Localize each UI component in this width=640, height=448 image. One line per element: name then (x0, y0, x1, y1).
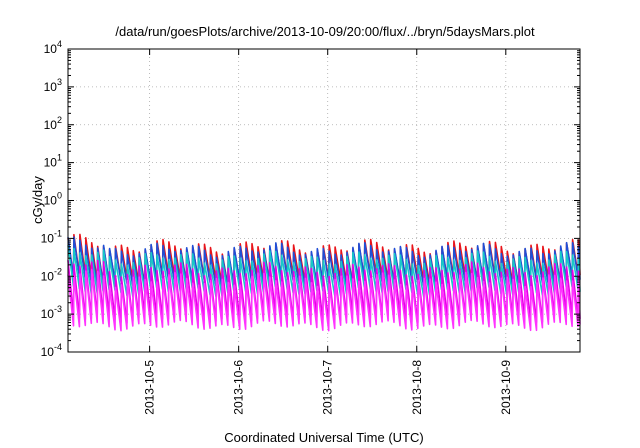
series-line (67, 259, 581, 324)
y-tick-label: 10-2 (41, 266, 62, 283)
axis-ticks: 10-4 10-3 10-2 10-1 100 101 102 103 104 2013-10-5… (41, 39, 580, 415)
x-tick-label: 2013-10-9 (499, 360, 513, 415)
y-tick-label: 101 (44, 153, 62, 170)
chart-title: /data/run/goesPlots/archive/2013-10-09/2… (115, 24, 535, 39)
y-tick-label: 10-1 (41, 228, 62, 245)
series-line (67, 245, 581, 298)
y-tick-label: 103 (44, 77, 62, 94)
y-tick-label: 100 (44, 191, 62, 208)
x-axis-label: Coordinated Universal Time (UTC) (224, 430, 423, 445)
y-tick-label: 10-3 (41, 304, 62, 321)
series-layer (67, 233, 581, 332)
x-tick-label: 2013-10-6 (232, 360, 246, 415)
series-line (67, 236, 581, 289)
x-tick-label: 2013-10-8 (410, 360, 424, 415)
y-tick-label: 102 (44, 115, 62, 132)
y-tick-label: 10-4 (41, 342, 62, 359)
x-tick-label: 2013-10-5 (143, 360, 157, 415)
series-line (67, 268, 581, 332)
x-tick-label: 2013-10-7 (321, 360, 335, 415)
y-axis-label: cGy/day (30, 176, 45, 224)
y-tick-label: 104 (44, 39, 62, 56)
